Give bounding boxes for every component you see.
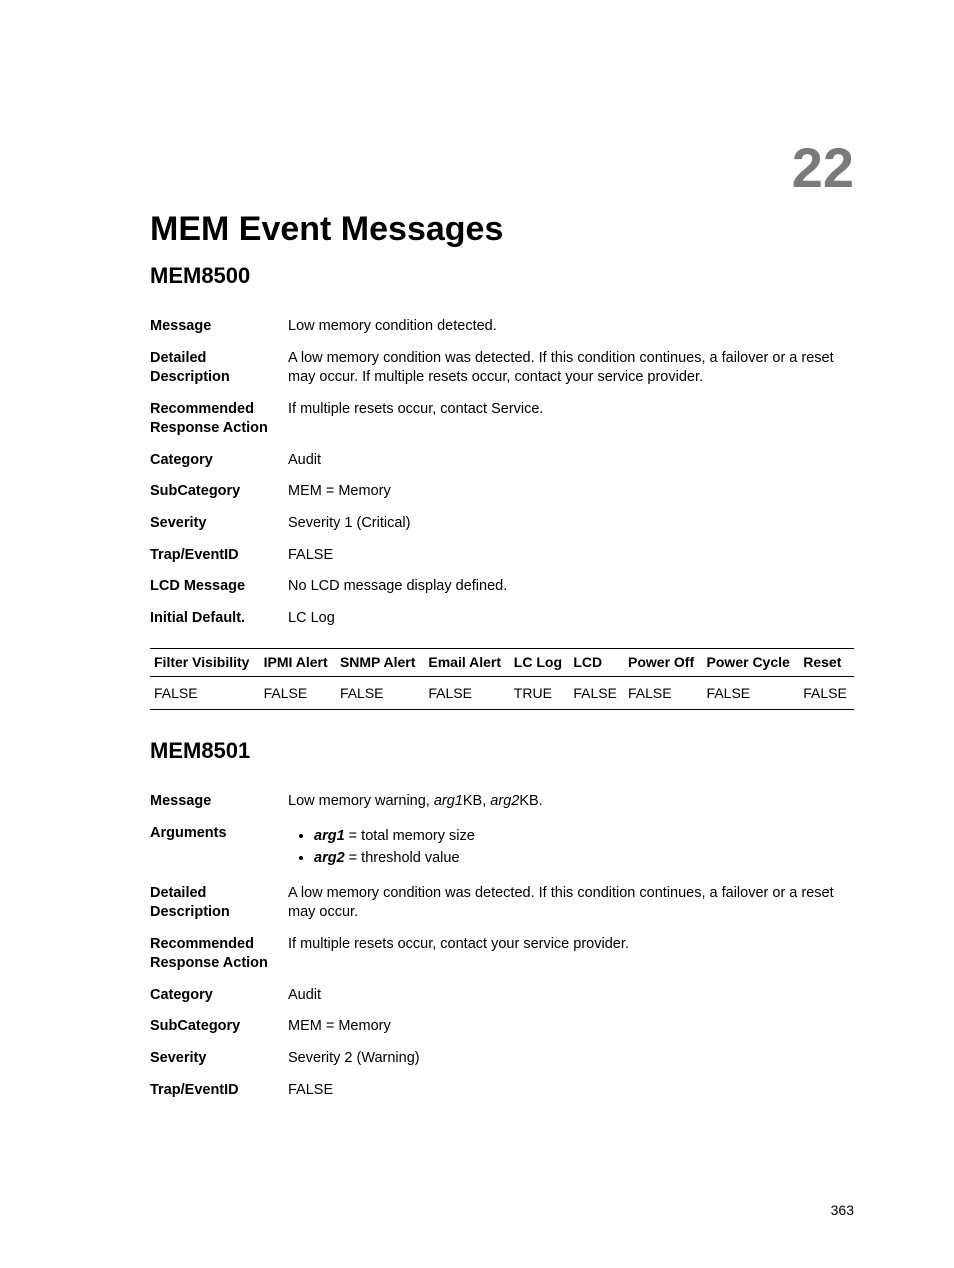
mem8501-heading: MEM8501 [150, 738, 854, 764]
filter-cell: FALSE [260, 676, 336, 709]
filter-cell: FALSE [336, 676, 424, 709]
page-title: MEM Event Messages [150, 210, 854, 249]
value-detailed: A low memory condition was detected. If … [288, 878, 854, 929]
value-recommended: If multiple resets occur, contact your s… [288, 929, 854, 980]
label-trap: Trap/EventID [150, 540, 288, 572]
value-category: Audit [288, 445, 854, 477]
label-lcd: LCD Message [150, 571, 288, 603]
page-container: 22 MEM Event Messages MEM8500 Message Lo… [0, 0, 954, 1268]
value-message: Low memory condition detected. [288, 311, 854, 343]
filter-header: Reset [799, 649, 854, 677]
arguments-list: arg1 = total memory size arg2 = threshol… [314, 827, 846, 869]
filter-cell: TRUE [510, 676, 570, 709]
filter-header: Email Alert [424, 649, 509, 677]
filter-header: IPMI Alert [260, 649, 336, 677]
filter-header: LCD [569, 649, 624, 677]
mem8500-filter-table: Filter Visibility IPMI Alert SNMP Alert … [150, 648, 854, 710]
arg-desc: = total memory size [345, 828, 475, 844]
msg-arg1: arg1 [434, 793, 463, 809]
arg-name: arg2 [314, 850, 345, 866]
argument-item: arg2 = threshold value [314, 849, 846, 869]
value-severity: Severity 1 (Critical) [288, 508, 854, 540]
filter-cell: FALSE [424, 676, 509, 709]
value-severity: Severity 2 (Warning) [288, 1043, 854, 1075]
label-trap: Trap/EventID [150, 1075, 288, 1107]
label-subcategory: SubCategory [150, 476, 288, 508]
label-detailed: Detailed Description [150, 343, 288, 394]
label-recommended: Recommended Response Action [150, 929, 288, 980]
value-initial: LC Log [288, 603, 854, 635]
label-category: Category [150, 980, 288, 1012]
argument-item: arg1 = total memory size [314, 827, 846, 847]
filter-header: LC Log [510, 649, 570, 677]
arg-desc: = threshold value [345, 850, 460, 866]
filter-header-row: Filter Visibility IPMI Alert SNMP Alert … [150, 649, 854, 677]
filter-data-row: FALSE FALSE FALSE FALSE TRUE FALSE FALSE… [150, 676, 854, 709]
msg-text: KB, [463, 793, 490, 809]
filter-header: SNMP Alert [336, 649, 424, 677]
page-number: 363 [831, 1202, 854, 1218]
msg-arg2: arg2 [490, 793, 519, 809]
mem8500-heading: MEM8500 [150, 263, 854, 289]
filter-header: Power Cycle [703, 649, 800, 677]
value-lcd: No LCD message display defined. [288, 571, 854, 603]
value-subcategory: MEM = Memory [288, 1011, 854, 1043]
value-subcategory: MEM = Memory [288, 476, 854, 508]
msg-text: Low memory warning, [288, 793, 434, 809]
value-message: Low memory warning, arg1KB, arg2KB. [288, 786, 854, 818]
label-subcategory: SubCategory [150, 1011, 288, 1043]
label-message: Message [150, 786, 288, 818]
value-trap: FALSE [288, 540, 854, 572]
filter-cell: FALSE [150, 676, 260, 709]
value-arguments: arg1 = total memory size arg2 = threshol… [288, 818, 854, 878]
filter-header: Power Off [624, 649, 703, 677]
label-recommended: Recommended Response Action [150, 394, 288, 445]
msg-text: KB. [519, 793, 542, 809]
value-detailed: A low memory condition was detected. If … [288, 343, 854, 394]
value-trap: FALSE [288, 1075, 854, 1107]
label-message: Message [150, 311, 288, 343]
mem8501-definition-table: Message Low memory warning, arg1KB, arg2… [150, 786, 854, 1106]
label-arguments: Arguments [150, 818, 288, 878]
label-initial: Initial Default. [150, 603, 288, 635]
filter-cell: FALSE [703, 676, 800, 709]
arg-name: arg1 [314, 828, 345, 844]
label-severity: Severity [150, 1043, 288, 1075]
filter-cell: FALSE [799, 676, 854, 709]
value-category: Audit [288, 980, 854, 1012]
value-recommended: If multiple resets occur, contact Servic… [288, 394, 854, 445]
filter-header: Filter Visibility [150, 649, 260, 677]
mem8500-definition-table: Message Low memory condition detected. D… [150, 311, 854, 634]
chapter-number: 22 [792, 135, 854, 200]
label-severity: Severity [150, 508, 288, 540]
filter-cell: FALSE [569, 676, 624, 709]
filter-cell: FALSE [624, 676, 703, 709]
label-category: Category [150, 445, 288, 477]
label-detailed: Detailed Description [150, 878, 288, 929]
